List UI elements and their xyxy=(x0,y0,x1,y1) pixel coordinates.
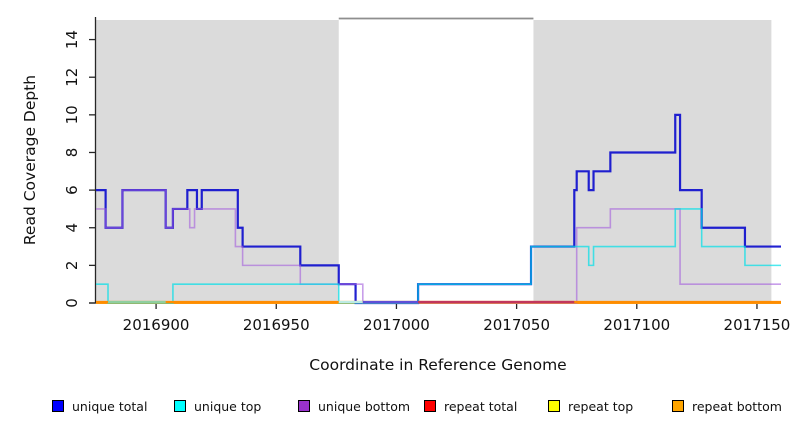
legend-swatch-repeat-top xyxy=(548,400,560,412)
legend-swatch-repeat-bottom xyxy=(672,400,684,412)
series-unique-bottom xyxy=(96,189,781,304)
y-tick-label: 6 xyxy=(63,185,81,195)
shaded-region xyxy=(533,20,772,303)
legend-item-repeat-bottom: repeat bottom xyxy=(672,397,782,415)
legend-label: unique total xyxy=(72,398,148,414)
shaded-region xyxy=(96,20,339,303)
x-axis-title: Coordinate in Reference Genome xyxy=(309,356,567,374)
x-tick-label: 2017000 xyxy=(363,316,430,334)
x-tick-label: 2017100 xyxy=(603,316,670,334)
x-tick-label: 2016950 xyxy=(243,316,310,334)
legend-item-unique-top: unique top xyxy=(174,397,261,415)
y-tick-label: 2 xyxy=(63,261,81,271)
y-tick-label: 4 xyxy=(63,223,81,233)
y-axis-title: Read Coverage Depth xyxy=(21,74,39,246)
y-tick-label: 8 xyxy=(63,148,81,158)
y-tick-label: 10 xyxy=(63,105,81,124)
x-tick-label: 2017150 xyxy=(724,316,791,334)
legend: unique total unique top unique bottom repea… xyxy=(0,397,792,417)
legend-item-repeat-total: repeat total xyxy=(424,397,517,415)
legend-label: repeat total xyxy=(444,398,518,414)
legend-label: repeat top xyxy=(568,398,634,414)
y-tick-label: 0 xyxy=(63,298,81,308)
legend-item-unique-bottom: unique bottom xyxy=(298,397,410,415)
legend-swatch-unique-total xyxy=(52,400,64,412)
series-unique-top xyxy=(96,208,781,304)
legend-label: unique top xyxy=(194,398,262,414)
y-tick-label: 12 xyxy=(63,68,81,87)
legend-label: unique bottom xyxy=(318,398,411,414)
x-tick-label: 2016900 xyxy=(123,316,190,334)
legend-label: repeat bottom xyxy=(692,398,782,414)
legend-swatch-unique-bottom xyxy=(298,400,310,412)
legend-item-repeat-top: repeat top xyxy=(548,397,633,415)
legend-swatch-unique-top xyxy=(174,400,186,412)
legend-item-unique-total: unique total xyxy=(52,397,147,415)
legend-swatch-repeat-total xyxy=(424,400,436,412)
x-tick-label: 2017050 xyxy=(483,316,550,334)
y-tick-label: 14 xyxy=(63,30,81,49)
